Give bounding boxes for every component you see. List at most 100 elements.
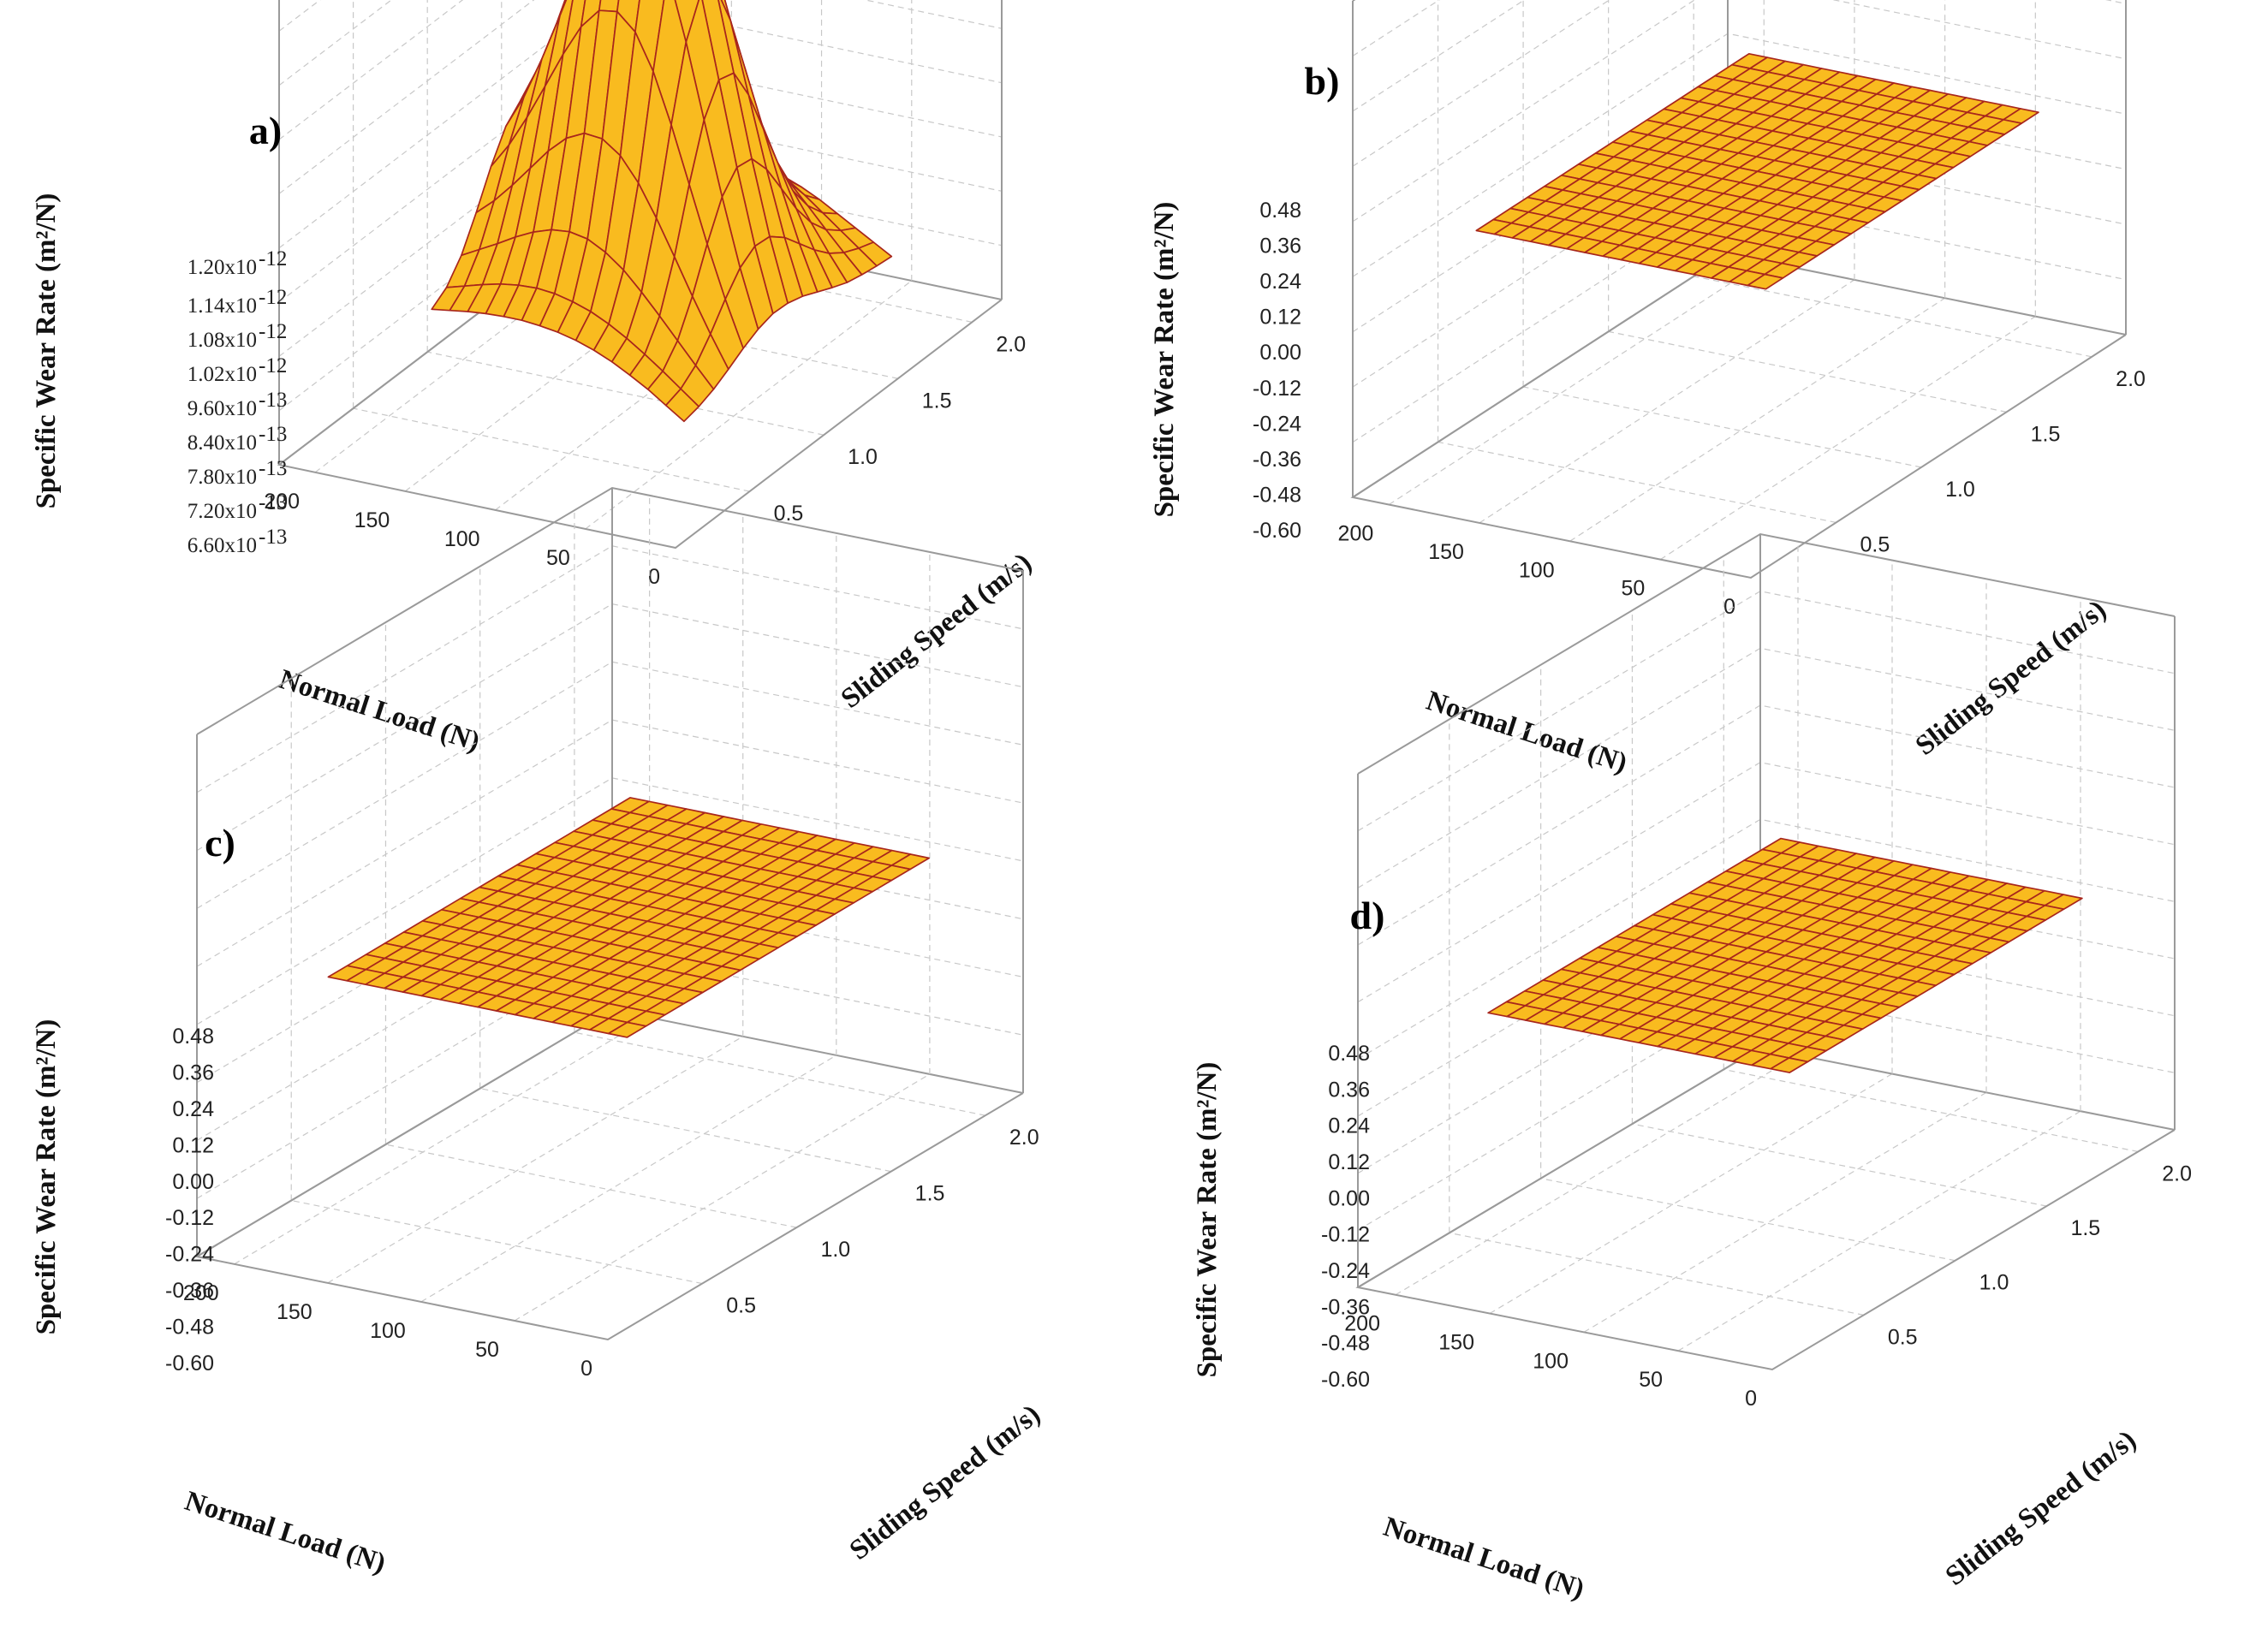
x-tick-label: 200 <box>264 490 300 514</box>
surface <box>1475 52 2039 290</box>
z-tick-label: 0.24 <box>172 1097 214 1121</box>
surface-cell <box>1770 1057 1809 1073</box>
wall-gridline <box>278 53 1003 303</box>
x-tick-label: 50 <box>1639 1368 1663 1392</box>
x-axis-title: Normal Load (N) <box>182 1486 390 1580</box>
z-tick-exponent: -13 <box>259 423 287 446</box>
y-axis-ticks: 0.5 1.0 1.5 2.0 <box>1860 367 2146 557</box>
z-tick-label: -0.48 <box>165 1316 214 1340</box>
wall-gridline <box>1352 0 1440 56</box>
x-tick-label: 50 <box>546 546 570 570</box>
z-tick-label: 0.24 <box>1259 270 1301 294</box>
z-tick-label: -0.60 <box>165 1352 214 1375</box>
wall-gridline <box>1357 818 2176 1060</box>
floor-gridline <box>1489 1073 1893 1315</box>
z-axis-ticks: 0.48 0.36 0.24 0.12 0.00 -0.12 -0.24 -0.36 -0.48… <box>1321 1042 1370 1392</box>
x-tick-label: 200 <box>1344 1312 1380 1336</box>
z-tick-label: -0.48 <box>1321 1332 1370 1356</box>
y-tick-label: 0.5 <box>1860 532 1890 556</box>
floor-gridline <box>291 1199 703 1285</box>
z-tick-exponent: -12 <box>259 320 287 343</box>
z-tick-label: -0.36 <box>1321 1295 1370 1319</box>
z-tick-label: 0.48 <box>172 1025 214 1049</box>
z-tick-label: 7.20x10 <box>188 500 257 523</box>
z-tick-label: 1.08x10 <box>188 329 257 352</box>
x-axis-ticks: 0 50 100 150 200 <box>264 490 660 589</box>
panel-label: d) <box>1350 894 1385 937</box>
z-tick-label: -0.48 <box>1253 483 1301 507</box>
z-tick-label: 0.48 <box>1259 199 1301 223</box>
y-tick-label: 2.0 <box>2162 1162 2192 1185</box>
floor-edge <box>194 1009 1024 1341</box>
wall-gridline <box>278 0 464 140</box>
y-axis-title: Sliding Speed (m/s) <box>836 547 1038 714</box>
x-tick-label: 100 <box>1519 558 1555 582</box>
floor-gridline <box>385 1144 797 1228</box>
x-axis-title: Normal Load (N) <box>276 664 484 758</box>
x-tick-label: 150 <box>277 1300 313 1324</box>
z-tick-exponent: -13 <box>259 389 287 412</box>
floor-gridline <box>1569 297 1945 542</box>
x-axis-ticks: 0 50 100 150 200 <box>1338 522 1735 619</box>
wall-gridline <box>278 0 392 86</box>
z-tick-label: 0.12 <box>1259 306 1301 330</box>
wall-gridline <box>1357 704 2176 946</box>
z-tick-label: -0.24 <box>1253 412 1301 436</box>
z-tick-exponent: -13 <box>259 491 287 514</box>
y-tick-label: 1.5 <box>2031 422 2061 446</box>
z-axis-title: Specific Wear Rate (m²/N) <box>1192 1062 1223 1378</box>
floor-gridline <box>1659 316 2036 561</box>
z-tick-label: -0.12 <box>165 1206 214 1230</box>
y-tick-label: 2.0 <box>1009 1126 1039 1150</box>
floor-gridline <box>1449 1232 1864 1316</box>
floor-gridline <box>327 1036 744 1284</box>
wall-gridline <box>1357 989 2176 1231</box>
panel-label: b) <box>1305 59 1340 103</box>
z-tick-label: -0.60 <box>1321 1368 1370 1392</box>
z-tick-label: 0.36 <box>172 1061 214 1084</box>
x-axis-ticks: 0 50 100 150 200 <box>183 1281 592 1381</box>
z-tick-label: -0.24 <box>165 1243 214 1267</box>
panel-b: 0.48 0.36 0.24 0.12 0.00 -0.12 -0.24 -0.36 -0.48… <box>1149 0 2146 779</box>
floor-gridline <box>1540 1178 1955 1262</box>
y-tick-label: 2.0 <box>996 332 1026 356</box>
surface-cell <box>607 1021 647 1038</box>
floor-gridline <box>1677 1110 2081 1352</box>
y-tick-label: 2.0 <box>2116 367 2146 391</box>
surface <box>1487 837 2083 1073</box>
z-axis-ticks: 0.48 0.36 0.24 0.12 0.00 -0.12 -0.24 -0.36 -0.48… <box>165 1025 214 1375</box>
wall-gridline <box>278 107 1003 357</box>
z-tick-label: -0.60 <box>1253 519 1301 543</box>
z-tick-label: 0.00 <box>172 1170 214 1194</box>
z-tick-label: -0.12 <box>1321 1223 1370 1247</box>
wall-gridline <box>1357 1046 2176 1288</box>
z-tick-exponent: -13 <box>259 526 287 549</box>
z-axis-title: Specific Wear Rate (m²/N) <box>1149 202 1180 518</box>
x-tick-label: 0 <box>1745 1387 1757 1411</box>
panel-d: 0.48 0.36 0.24 0.12 0.00 -0.12 -0.24 -0.36 -0.48… <box>1192 532 2192 1605</box>
z-axis-ticks: 6.60x10 -137.20x10 -137.80x10 -138.40x10 -13… <box>188 247 288 557</box>
z-tick-label: 1.20x10 <box>188 256 257 279</box>
floor-gridline <box>1723 1068 2139 1153</box>
y-tick-label: 0.5 <box>1888 1325 1918 1349</box>
wall-gridline <box>1352 0 1526 112</box>
x-axis-title: Normal Load (N) <box>1423 686 1631 780</box>
z-tick-label: 6.60x10 <box>188 534 257 557</box>
y-axis-ticks: 0.5 1.0 1.5 2.0 <box>726 1126 1039 1317</box>
y-tick-label: 1.0 <box>1979 1271 2009 1295</box>
wall-gridline <box>1357 933 2176 1174</box>
z-axis-ticks: 0.48 0.36 0.24 0.12 0.00 -0.12 -0.24 -0.36 -0.48… <box>1253 199 1301 543</box>
wall-gridline <box>278 0 1003 249</box>
x-tick-label: 50 <box>1622 577 1646 601</box>
y-tick-label: 0.5 <box>726 1294 756 1318</box>
floor-edge <box>1350 253 2127 579</box>
floor-edge <box>1355 1047 2176 1371</box>
x-tick-label: 100 <box>444 527 480 551</box>
x-tick-label: 200 <box>1338 522 1374 546</box>
z-tick-label: 7.80x10 <box>188 466 257 489</box>
z-tick-label: -0.12 <box>1253 377 1301 401</box>
x-tick-label: 150 <box>1428 540 1464 564</box>
wall-gridline <box>196 1008 1024 1257</box>
floor-gridline <box>420 1055 837 1303</box>
y-tick-label: 1.0 <box>848 445 878 469</box>
